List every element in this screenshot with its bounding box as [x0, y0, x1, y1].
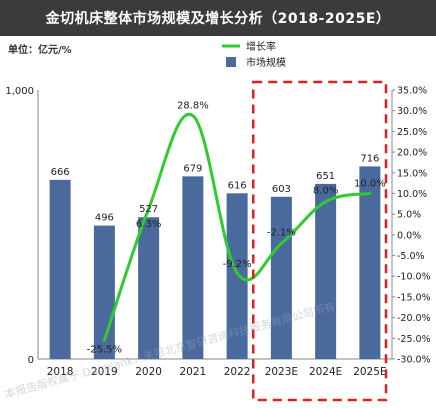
- bar-2024E: [315, 183, 337, 359]
- bar-value-label-2019: 496: [95, 213, 114, 224]
- right-axis-tick-label: 10.0%: [397, 189, 427, 200]
- growth-rate-label-2025E: 10.0%: [354, 178, 386, 189]
- x-axis-label-2021: 2021: [180, 366, 207, 378]
- bar-2021: [182, 176, 204, 359]
- right-axis-tick-label: -10.0%: [397, 272, 431, 283]
- x-axis-label-2025E: 2025E: [353, 366, 386, 378]
- x-axis-label-2023E: 2023E: [265, 366, 298, 378]
- bar-2022: [226, 193, 248, 359]
- bar-value-label-2022: 616: [228, 180, 247, 191]
- legend-label-market: 市场规模: [246, 56, 286, 69]
- growth-rate-label-2022: -9.2%: [223, 259, 252, 270]
- right-axis-tick-label: 30.0%: [397, 106, 427, 117]
- x-axis-label-2024E: 2024E: [309, 366, 342, 378]
- legend-bar-swatch: [226, 57, 236, 67]
- growth-rate-label-2021: 28.8%: [177, 101, 209, 112]
- right-axis-tick-label: 20.0%: [397, 148, 427, 159]
- left-axis-tick-label: 0: [28, 355, 34, 366]
- x-axis-label-2018: 2018: [47, 366, 74, 378]
- right-axis-tick-label: 35.0%: [397, 86, 427, 97]
- bar-value-label-2020: 527: [139, 204, 158, 215]
- unit-label: 单位：亿元/%: [8, 45, 72, 56]
- forecast-highlight-box: [252, 80, 388, 402]
- bar-2023E: [270, 196, 292, 359]
- right-axis-tick-label: -20.0%: [397, 313, 431, 324]
- growth-rate-line: [102, 112, 372, 342]
- right-axis-tick-label: -5.0%: [397, 251, 425, 262]
- right-axis-tick-label: -30.0%: [397, 355, 431, 366]
- bar-2025E: [359, 166, 381, 359]
- right-axis-tick-label: 0.0%: [397, 230, 421, 241]
- growth-rate-label-2024E: 8.0%: [313, 186, 338, 197]
- chart-title: 金切机床整体市场规模及增长分析（2018-2025E）: [0, 0, 436, 36]
- right-axis-tick-label: 5.0%: [397, 210, 421, 221]
- right-axis-tick-label: -15.0%: [397, 292, 431, 303]
- bar-value-label-2025E: 716: [360, 153, 379, 164]
- bar-value-label-2018: 666: [51, 167, 70, 178]
- bar-value-label-2023E: 603: [272, 184, 291, 195]
- bar-value-label-2024E: 651: [316, 171, 335, 182]
- x-axis-label-2019: 2019: [91, 366, 118, 378]
- x-axis-label-2020: 2020: [135, 366, 162, 378]
- x-axis-label-2022: 2022: [224, 366, 251, 378]
- right-axis-tick-label: 25.0%: [397, 127, 427, 138]
- growth-rate-label-2020: 6.3%: [136, 219, 161, 230]
- right-axis-tick-label: -25.0%: [397, 334, 431, 345]
- bar-2018: [49, 179, 71, 359]
- left-axis-tick-label: 1,000: [5, 86, 34, 97]
- bar-value-label-2021: 679: [183, 163, 202, 174]
- legend-label-growth: 增长率: [246, 40, 276, 53]
- growth-rate-label-2023E: -2.1%: [267, 228, 296, 239]
- growth-rate-label-2019: -25.5%: [87, 344, 122, 355]
- bar-2020: [138, 217, 160, 359]
- right-axis-tick-label: 15.0%: [397, 168, 427, 179]
